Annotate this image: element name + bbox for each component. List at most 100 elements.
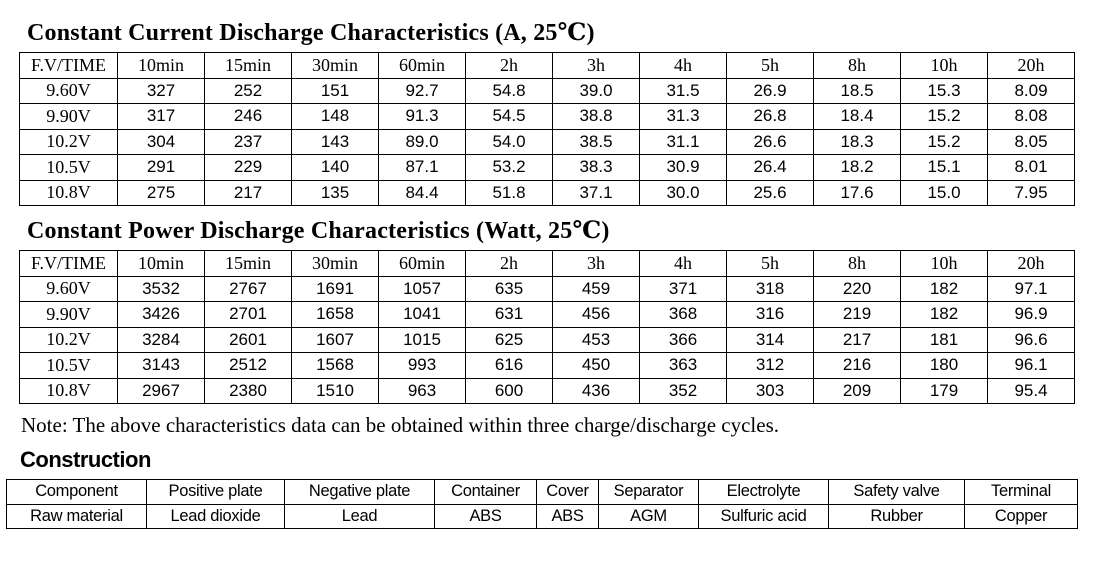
column-header: 20h xyxy=(987,52,1075,79)
constant-power-title: Constant Power Discharge Characteristics… xyxy=(27,218,610,244)
table-cell: 18.4 xyxy=(813,103,901,130)
datasheet-page: Constant Current Discharge Characteristi… xyxy=(0,19,1116,529)
column-header: 3h xyxy=(552,52,640,79)
table-cell: 229 xyxy=(204,154,292,181)
table-cell: 9.90V xyxy=(19,103,118,130)
table-cell: 625 xyxy=(465,326,553,353)
table-cell: 26.8 xyxy=(726,103,814,130)
table-cell: 89.0 xyxy=(378,128,466,155)
table-cell: 237 xyxy=(204,128,292,155)
table-cell: 96.9 xyxy=(987,301,1075,328)
table-cell: 38.5 xyxy=(552,128,640,155)
table-cell: 1691 xyxy=(291,275,379,302)
column-header: 30min xyxy=(291,52,379,79)
table-cell: 182 xyxy=(900,275,988,302)
table-cell: AGM xyxy=(598,503,699,529)
table-row: 10.2V 304 237 143 89.0 54.0 38.5 31.1 26.6 18.3 15… xyxy=(19,128,1075,155)
table-cell: 363 xyxy=(639,352,727,379)
table-cell: 18.5 xyxy=(813,77,901,104)
column-header: 60min xyxy=(378,250,466,277)
table-cell: 53.2 xyxy=(465,154,553,181)
table-cell: 3532 xyxy=(117,275,205,302)
table-cell: 15.3 xyxy=(900,77,988,104)
table-cell: Copper xyxy=(964,503,1078,529)
table-cell: 18.3 xyxy=(813,128,901,155)
table-cell: 30.9 xyxy=(639,154,727,181)
table-cell: 38.8 xyxy=(552,103,640,130)
column-header: F.V/TIME xyxy=(19,52,118,79)
table-cell: 3284 xyxy=(117,326,205,353)
table-cell: 10.5V xyxy=(19,352,118,379)
table-cell: 31.5 xyxy=(639,77,727,104)
table-cell: 38.3 xyxy=(552,154,640,181)
table-row: 10.5V 291 229 140 87.1 53.2 38.3 30.9 26.4 18.2 15… xyxy=(19,154,1075,181)
table-cell: 181 xyxy=(900,326,988,353)
table-cell: 25.6 xyxy=(726,179,814,206)
table-cell: 84.4 xyxy=(378,179,466,206)
column-header: Container xyxy=(434,479,537,505)
table-cell: 51.8 xyxy=(465,179,553,206)
table-cell: 635 xyxy=(465,275,553,302)
table-cell: 216 xyxy=(813,352,901,379)
table-cell: 31.1 xyxy=(639,128,727,155)
table-cell: 436 xyxy=(552,377,640,404)
table-row: 10.8V 275 217 135 84.4 51.8 37.1 30.0 25.6 17.6 15… xyxy=(19,179,1075,206)
column-header: 2h xyxy=(465,52,553,79)
table-cell: 312 xyxy=(726,352,814,379)
table-cell: 993 xyxy=(378,352,466,379)
table-cell: 8.09 xyxy=(987,77,1075,104)
table-cell: 7.95 xyxy=(987,179,1075,206)
table-cell: 2601 xyxy=(204,326,292,353)
table-cell: 17.6 xyxy=(813,179,901,206)
table-cell: 151 xyxy=(291,77,379,104)
table-cell: 95.4 xyxy=(987,377,1075,404)
table-cell: 8.01 xyxy=(987,154,1075,181)
column-header: Safety valve xyxy=(828,479,965,505)
table-cell: 456 xyxy=(552,301,640,328)
table-cell: ABS xyxy=(536,503,599,529)
table-cell: 31.3 xyxy=(639,103,727,130)
table-cell: 15.0 xyxy=(900,179,988,206)
table-cell: 631 xyxy=(465,301,553,328)
table-row: 9.90V 317 246 148 91.3 54.5 38.8 31.3 26.8 18.4 15… xyxy=(19,103,1075,130)
column-header: Separator xyxy=(598,479,699,505)
constant-current-table-header: F.V/TIME 10min 15min 30min 60min 2h 3h 4h 5h 8h 10… xyxy=(19,52,1075,79)
table-cell: 600 xyxy=(465,377,553,404)
table-cell: 219 xyxy=(813,301,901,328)
table-cell: 616 xyxy=(465,352,553,379)
table-cell: 252 xyxy=(204,77,292,104)
table-cell: 327 xyxy=(117,77,205,104)
column-header: 15min xyxy=(204,250,292,277)
column-header: Component xyxy=(6,479,147,505)
construction-title: Construction xyxy=(20,447,151,472)
table-cell: 304 xyxy=(117,128,205,155)
column-header: 4h xyxy=(639,250,727,277)
table-cell: 317 xyxy=(117,103,205,130)
table-cell: 318 xyxy=(726,275,814,302)
table-cell: 18.2 xyxy=(813,154,901,181)
table-cell: 140 xyxy=(291,154,379,181)
table-cell: 3143 xyxy=(117,352,205,379)
table-row: 9.60V 3532 2767 1691 1057 635 459 371 318 220 182 9… xyxy=(19,275,1075,302)
column-header: 30min xyxy=(291,250,379,277)
table-cell: 9.60V xyxy=(19,275,118,302)
column-header: 15min xyxy=(204,52,292,79)
constant-current-title: Constant Current Discharge Characteristi… xyxy=(27,20,595,46)
table-cell: 3426 xyxy=(117,301,205,328)
constant-current-discharge-table: F.V/TIME 10min 15min 30min 60min 2h 3h 4h 5h 8h 10… xyxy=(19,52,1075,206)
table-cell: 1510 xyxy=(291,377,379,404)
table-cell: 30.0 xyxy=(639,179,727,206)
table-cell: 2967 xyxy=(117,377,205,404)
constant-power-table-body: 9.60V 3532 2767 1691 1057 635 459 371 318 220 182 9… xyxy=(19,275,1075,404)
column-header: 10h xyxy=(900,250,988,277)
table-cell: 352 xyxy=(639,377,727,404)
construction-table: Component Positive plate Negative plate Con… xyxy=(6,479,1078,529)
table-cell: 1041 xyxy=(378,301,466,328)
table-cell: 182 xyxy=(900,301,988,328)
table-cell: 15.1 xyxy=(900,154,988,181)
table-cell: 10.8V xyxy=(19,377,118,404)
table-cell: 450 xyxy=(552,352,640,379)
table-row: 10.8V 2967 2380 1510 963 600 436 352 303 209 179 95… xyxy=(19,377,1075,404)
column-header: Terminal xyxy=(964,479,1078,505)
table-cell: 2380 xyxy=(204,377,292,404)
